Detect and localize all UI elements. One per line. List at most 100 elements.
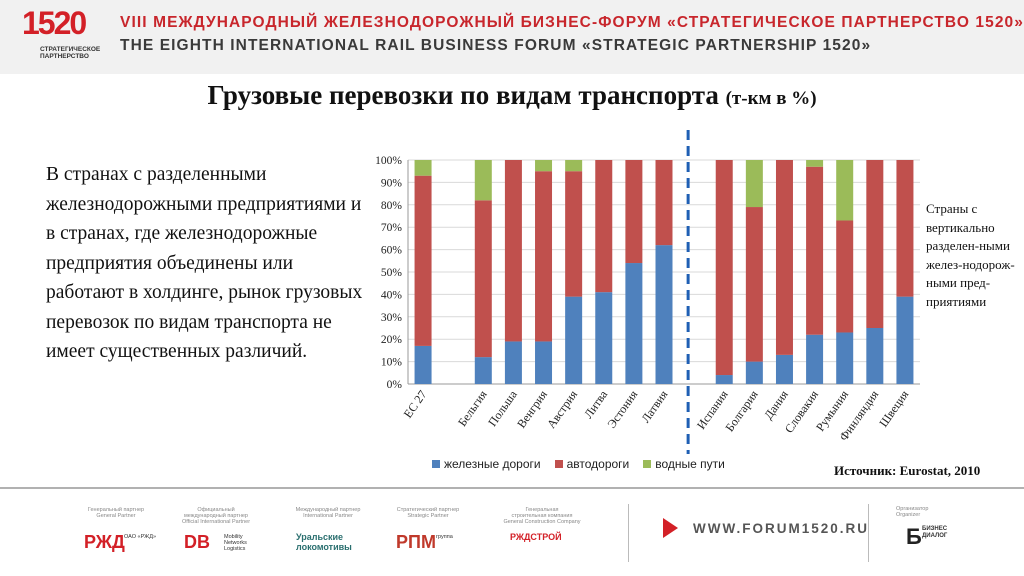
x-tick-label: Дания [761, 387, 791, 422]
footer-separator [628, 504, 629, 562]
logo-subtitle: СТРАТЕГИЧЕСКОЕ ПАРТНЕРСТВО [40, 46, 101, 60]
slide-title: Грузовые перевозки по видам транспорта (… [0, 80, 1024, 111]
bar-segment [625, 263, 643, 384]
forum-title-ru: VIII МЕЖДУНАРОДНЫЙ ЖЕЛЕЗНОДОРОЖНЫЙ БИЗНЕ… [120, 14, 1024, 31]
partner-logo: РПМ [396, 532, 436, 552]
partner-role: Генеральный партнер General Partner [87, 507, 145, 519]
bar-segment [565, 171, 583, 297]
y-tick-label: 0% [387, 379, 403, 391]
bar-segment [474, 357, 492, 384]
organizer-name: БИЗНЕС ДИАЛОГ [922, 526, 948, 539]
bar-segment [655, 245, 673, 384]
bar-segment [896, 296, 914, 384]
forum-logo: 1520 СТРАТЕГИЧЕСКОЕ ПАРТНЕРСТВО [22, 6, 112, 66]
bar-segment [775, 160, 793, 355]
play-icon [663, 518, 678, 538]
bar-segment [896, 160, 914, 297]
x-tick-label: ЕС 27 [401, 388, 430, 421]
y-tick-label: 90% [381, 177, 403, 189]
y-tick-label: 100% [375, 155, 402, 167]
bar-segment [474, 200, 492, 358]
partner-caption: группа [436, 534, 453, 540]
bar-segment [565, 296, 583, 384]
bar-segment [866, 160, 884, 328]
bar-segment [504, 341, 522, 384]
bar-segment [414, 345, 432, 384]
bar-segment [745, 160, 763, 208]
y-tick-label: 20% [381, 334, 403, 346]
source-note: Источник: Eurostat, 2010 [834, 463, 981, 478]
y-tick-label: 70% [381, 222, 403, 234]
website-link[interactable]: WWW.FORUM1520.RU [693, 521, 870, 536]
legend-label: железные дороги [444, 457, 541, 471]
bar-segment [595, 292, 613, 384]
y-tick-label: 10% [381, 357, 403, 369]
bar-segment [414, 160, 432, 176]
stacked-bar-chart: 0% 10% 20% 30% 40% 50% 60% 70% 80% 90% 100% ЕС 27 Бе… [375, 130, 920, 454]
legend-item: водные пути [643, 457, 725, 471]
footer-divider [0, 487, 1024, 489]
partner-caption: ОАО «РЖД» [124, 534, 157, 540]
partner-logo: РЖДСТРОЙ [510, 532, 562, 542]
x-tick-label: Эстония [604, 387, 640, 430]
x-tick-label: Бельгия [455, 387, 490, 429]
x-tick-label: Швеция [876, 387, 911, 429]
bar-segment [655, 160, 673, 246]
partner-logo: РЖД [84, 532, 125, 552]
bar-segment [715, 375, 733, 384]
bar-segment [595, 160, 613, 293]
x-tick-label: Латвия [638, 387, 670, 425]
footer-separator [868, 504, 869, 562]
partner-role: Стратегический партнер Strategic Partner [396, 507, 460, 519]
bar-segment [836, 332, 854, 384]
legend-swatch [554, 460, 563, 468]
bar-segment [625, 160, 643, 264]
bar-segment [535, 160, 553, 172]
partner-role: Международный партнер International Part… [295, 507, 361, 519]
legend-item: автодороги [554, 457, 630, 471]
forum-title-en: THE EIGHTH INTERNATIONAL RAIL BUSINESS F… [120, 37, 872, 54]
slide-title-text: Грузовые перевозки по видам транспорта [207, 80, 719, 110]
bar-segment [414, 175, 432, 346]
legend-item: железные дороги [432, 457, 541, 471]
organizer-label: Организатор Organizer [896, 506, 929, 518]
partner-role: Генеральная строительная компания Genera… [503, 507, 581, 525]
bar-segment [535, 171, 553, 342]
bar-segment [745, 207, 763, 362]
bar-segment [715, 160, 733, 376]
legend-swatch [643, 460, 652, 468]
x-tick-label: Литва [581, 387, 610, 421]
chart-legend: железные дороги автодороги водные пути [432, 457, 725, 471]
partner-role: Официальный международный партнер Offici… [181, 507, 251, 525]
organizer-logo-icon: Б [906, 524, 922, 549]
footer-band [0, 489, 1024, 576]
legend-label: автодороги [566, 457, 630, 471]
y-tick-label: 30% [381, 312, 403, 324]
right-note: Страны с вертикально разделен-ными желез… [926, 201, 1015, 309]
bar-segment [535, 341, 553, 384]
slide-title-unit: (т-км в %) [725, 88, 817, 109]
bar-segment [836, 220, 854, 333]
bar-segment [474, 160, 492, 201]
legend-swatch [432, 460, 440, 468]
left-description: В странах с разделенными железнодорожным… [46, 164, 363, 362]
bar-segment [806, 334, 824, 384]
partner-logo: DB [184, 532, 210, 552]
bar-segment [504, 160, 522, 342]
partner-logo: Уральские локомотивы [296, 532, 352, 552]
partner-caption: Mobility Networks Logistics [224, 534, 247, 552]
x-tick-label: Австрия [544, 387, 580, 431]
bar-segment [806, 160, 824, 167]
logo-number: 1520 [22, 5, 87, 41]
bar-segment [745, 361, 763, 384]
legend-label: водные пути [655, 457, 725, 471]
y-tick-label: 80% [381, 200, 403, 212]
bar-segment [775, 354, 793, 384]
bar-segment [806, 166, 824, 335]
y-tick-label: 40% [381, 289, 403, 301]
header-band [0, 0, 1024, 74]
bar-segment [836, 160, 854, 221]
bar-segment [866, 328, 884, 384]
bar-segment [565, 160, 583, 172]
y-tick-label: 50% [381, 267, 403, 279]
